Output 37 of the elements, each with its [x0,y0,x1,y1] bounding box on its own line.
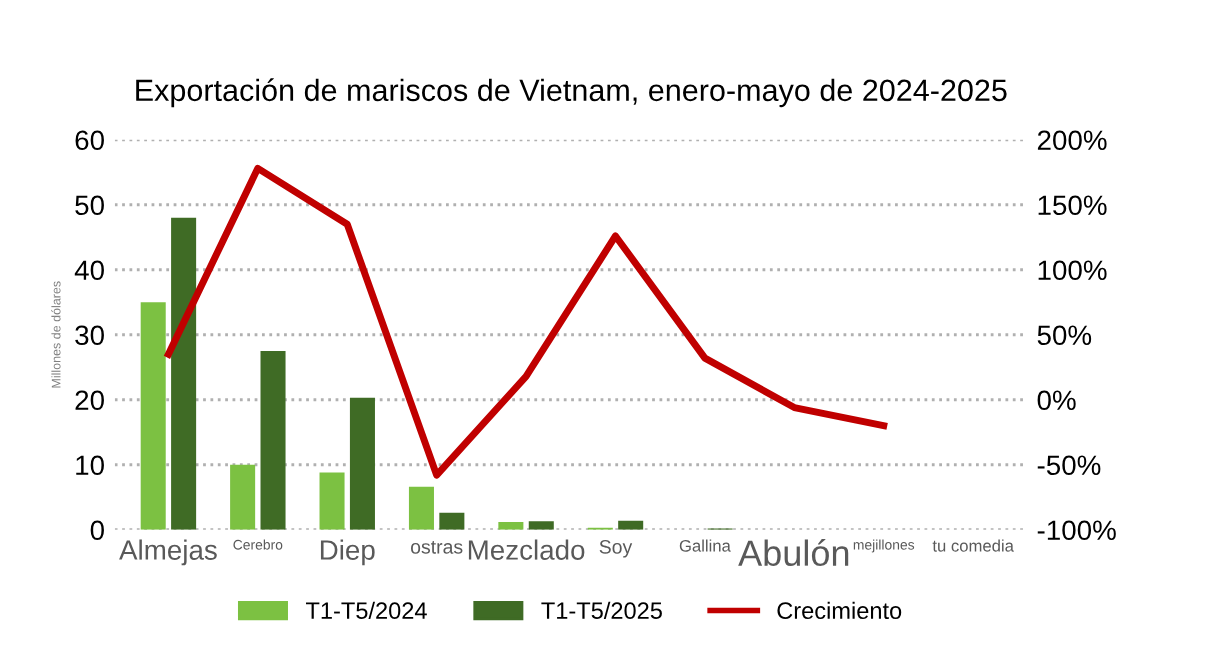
line-series [164,164,888,479]
x-tick-label: Diep [320,539,375,566]
legend-label: T1-T5/2024 [306,601,427,620]
bar [349,397,375,530]
x-tick-label: Abulón [738,539,849,566]
bar [498,521,524,530]
y2-tick-label: 200% [1037,130,1107,151]
y-tick-label: 10 [76,455,104,476]
bar [319,472,345,530]
legend-label: Crecimiento [777,601,902,620]
x-tick-label: Almejas [119,539,217,566]
bar [408,486,434,530]
x-tick-label: Soy [599,539,633,558]
y2-tick-label: 150% [1038,195,1107,216]
y-tick-label: 60 [75,130,104,151]
y-tick-label: 40 [74,260,104,281]
y2-tick-label: -50% [1037,455,1101,476]
bar [528,521,554,530]
y-tick-label: 0 [90,520,104,541]
y2-tick-label: -100% [1037,520,1116,541]
bar [230,464,256,530]
bar [439,512,465,530]
x-tick-label: tu comedia [932,539,1014,552]
legend-label: T1-T5/2025 [541,601,662,620]
y-tick-label: 20 [75,390,104,411]
y2-tick-label: 50% [1037,325,1092,346]
y-tick-label: 30 [75,325,104,346]
x-tick-label: ostras [411,540,463,554]
chart-title: Exportación de mariscos de Vietnam, enero-mayo de 2024-2025 [136,78,1007,108]
y2-tick-label: 100% [1038,260,1107,281]
y2-tick-label: 0% [1037,390,1076,411]
x-tick-label: Gallina [679,539,731,552]
bar [260,351,286,530]
bar [171,217,197,530]
y-tick-label: 50 [75,195,104,216]
bar [140,302,166,530]
x-tick-label: Mezclado [468,539,585,560]
